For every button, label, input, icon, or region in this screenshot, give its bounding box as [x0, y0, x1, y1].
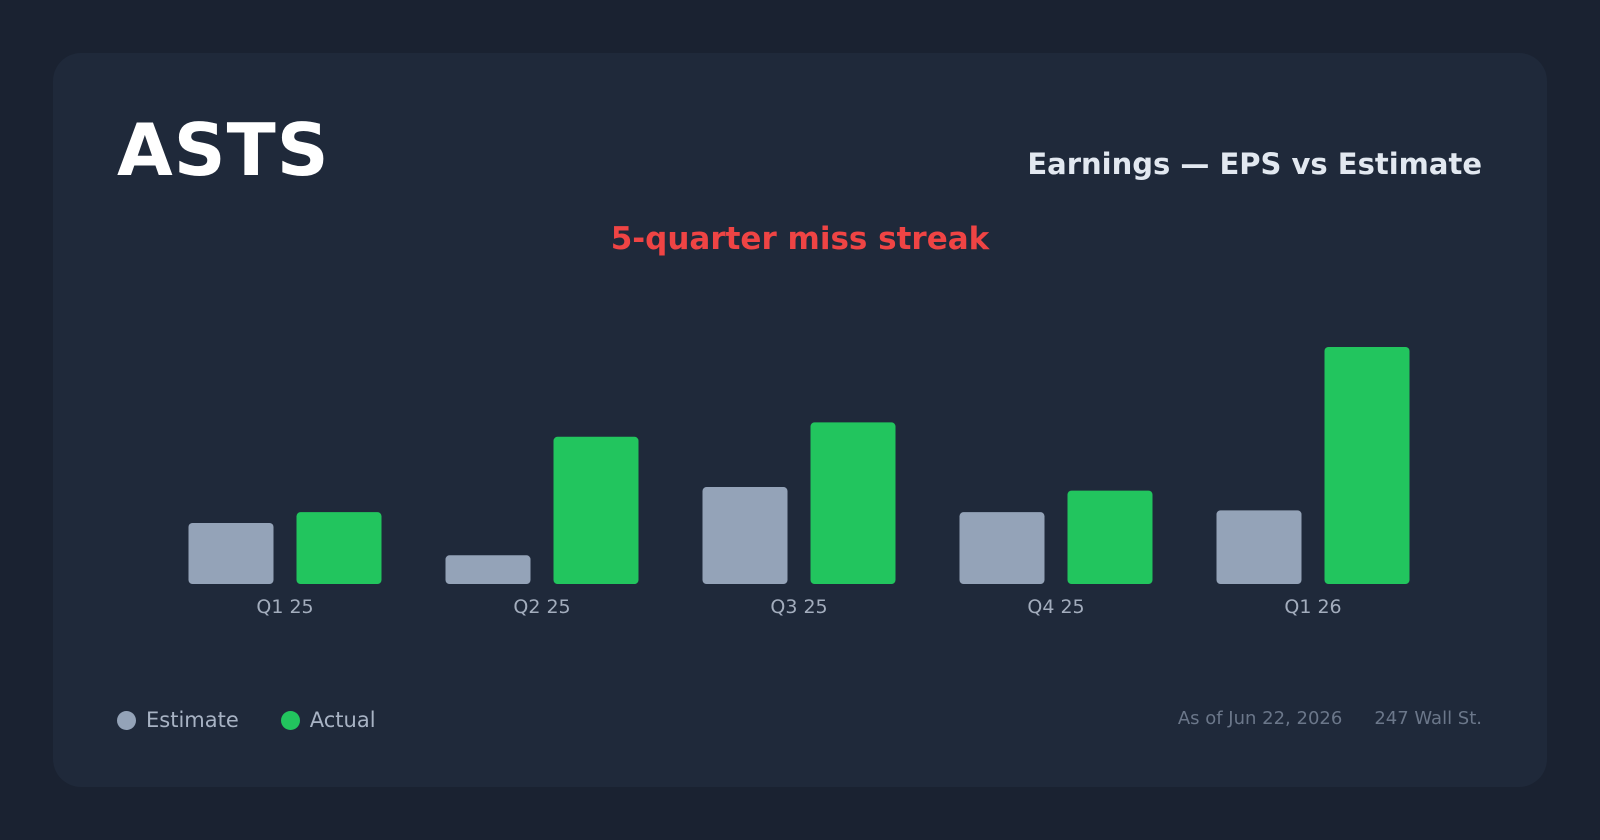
x-tick-label: Q1 25: [256, 596, 313, 618]
bar-actual-2: [810, 422, 896, 584]
legend: Estimate Actual: [117, 704, 418, 736]
miss-streak-label: 5-quarter miss streak: [610, 221, 990, 257]
chart-card: [53, 53, 1547, 787]
bar-actual-4: [1324, 347, 1410, 584]
as-of-date: As of Jun 22, 2026: [1177, 708, 1343, 729]
ticker-symbol: ASTS: [117, 108, 330, 192]
legend-label-estimate: Estimate: [146, 708, 239, 732]
source-label: 247 Wall St.: [1374, 708, 1482, 729]
bar-actual-1: [553, 436, 639, 584]
legend-swatch-actual: [280, 710, 300, 730]
bar-actual-0: [296, 512, 382, 584]
footer: As of Jun 22, 2026 247 Wall St.: [1178, 707, 1482, 731]
bar-estimate-0: [188, 522, 274, 584]
legend-item-actual: Actual: [280, 708, 376, 732]
x-tick-label: Q2 25: [513, 596, 570, 618]
bar-estimate-3: [959, 512, 1045, 584]
x-tick-label: Q4 25: [1027, 596, 1084, 618]
legend-swatch-estimate: [117, 710, 136, 730]
bar-estimate-4: [1216, 510, 1302, 584]
bar-estimate-1: [445, 555, 531, 584]
x-tick-label: Q3 25: [770, 596, 827, 618]
chart-subtitle: Earnings — EPS vs Estimate: [1027, 147, 1482, 181]
legend-label-actual: Actual: [309, 708, 376, 732]
bar-actual-3: [1067, 490, 1153, 584]
legend-item-estimate: Estimate: [117, 708, 239, 732]
bar-estimate-2: [702, 487, 788, 584]
x-tick-label: Q1 26: [1284, 596, 1341, 618]
